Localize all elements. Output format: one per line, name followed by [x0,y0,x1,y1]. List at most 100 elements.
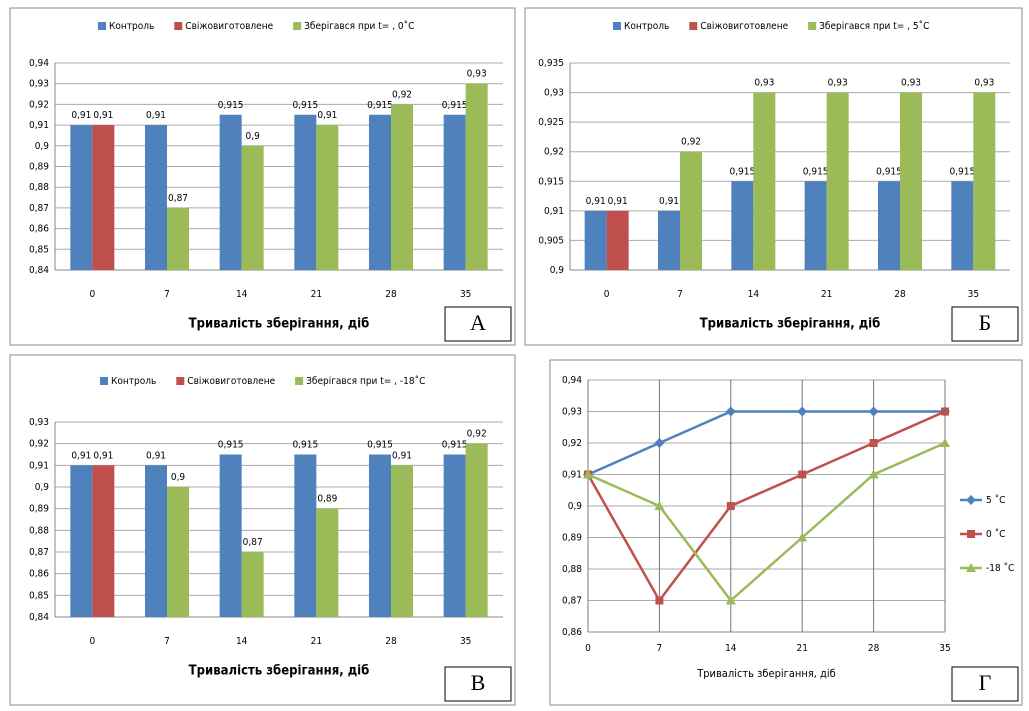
value-label: 0,91 [392,450,412,461]
marker [966,563,976,572]
y-tick-label: 0,84 [29,265,49,276]
bar [900,92,922,270]
x-tick-label: 21 [796,643,807,654]
y-tick-label: 0,92 [562,438,582,449]
marker [725,406,736,417]
y-tick-label: 0,92 [29,99,49,110]
panel-label: Б [979,310,992,335]
marker [966,495,976,505]
bar [70,125,93,270]
x-tick-label: 7 [677,289,683,300]
y-tick-label: 0,88 [29,182,49,193]
x-tick-label: 28 [894,289,906,300]
y-tick-label: 0,91 [29,460,49,471]
panel-label-box [444,666,512,702]
bar [443,454,466,617]
x-tick-label: 28 [385,289,397,300]
series-line [587,410,945,476]
y-tick-label: 0,93 [29,417,49,428]
legend-label: Зберігався при t= , -18˚C [306,375,425,387]
bar [465,83,488,270]
bar [369,114,391,270]
x-tick-label: 21 [821,289,832,300]
series-line [586,410,946,603]
x-tick-label: 14 [748,289,760,300]
marker [654,438,665,448]
value-label: 0,91 [659,196,679,207]
y-tick-label: 0,94 [562,375,582,386]
x-tick-label: 7 [164,636,170,647]
bar [804,181,827,270]
bar [316,125,339,270]
value-label: 0,91 [586,196,606,207]
marker [797,532,808,542]
bar [443,114,466,270]
y-tick-label: 0,915 [538,176,564,187]
bar [241,145,264,270]
marker [967,530,975,538]
value-label: 0,9 [171,472,186,483]
panel [549,359,1023,706]
bar [951,181,974,270]
x-tick-label: 14 [725,643,737,654]
bar [92,465,115,617]
y-tick-label: 0,89 [562,533,582,544]
bar [167,487,189,617]
value-label: 0,915 [218,100,244,111]
bar [606,210,629,270]
value-label: 0,91 [93,110,113,121]
legend-swatch [293,22,302,30]
legend-label: 0 ˚C [986,528,1005,540]
value-label: 0,89 [317,494,337,505]
value-label: 0,915 [442,100,468,111]
y-tick-label: 0,89 [29,162,49,173]
legend-swatch [176,377,185,385]
legend-swatch [98,22,106,30]
legend-label: -18 ˚C [986,562,1014,574]
marker [798,470,807,479]
legend-label: Свіжовиготовлене [185,20,273,32]
value-label: 0,92 [392,89,412,100]
value-label: 0,91 [71,450,91,461]
bar [658,210,680,270]
marker [869,439,878,447]
bar [369,454,391,617]
y-tick-label: 0,93 [562,407,582,418]
bar [680,151,702,270]
value-label: 0,9 [246,131,261,142]
x-axis-title: Тривалість зберігання, діб [700,317,881,332]
x-tick-label: 7 [657,643,663,654]
x-tick-label: 0 [585,643,591,654]
marker [940,438,950,447]
y-tick-label: 0,935 [538,58,564,69]
marker [868,469,879,479]
value-label: 0,915 [367,100,393,111]
y-tick-label: 0,89 [29,504,49,515]
marker [583,469,593,479]
x-tick-label: 35 [939,643,950,654]
panel-label-box [444,306,512,342]
marker [868,406,879,417]
bar [294,454,317,617]
y-tick-label: 0,93 [29,79,49,90]
value-label: 0,915 [949,166,975,177]
value-label: 0,92 [467,429,487,440]
bar [92,125,115,270]
legend-swatch [808,22,817,30]
marker [725,595,736,605]
value-label: 0,93 [974,78,994,89]
y-tick-label: 0,9 [35,141,50,152]
value-label: 0,915 [803,166,829,177]
y-tick-label: 0,9 [568,501,583,512]
x-axis-title: Тривалість зберігання, діб [189,664,370,679]
value-label: 0,915 [292,440,318,451]
y-tick-label: 0,91 [544,206,564,217]
value-label: 0,91 [71,110,91,121]
y-tick-label: 0,88 [562,564,582,575]
y-tick-label: 0,925 [538,117,564,128]
marker [941,407,949,416]
bar [391,104,413,271]
bar [294,114,317,270]
x-tick-label: 35 [460,636,471,647]
panel-label-box [951,666,1019,702]
